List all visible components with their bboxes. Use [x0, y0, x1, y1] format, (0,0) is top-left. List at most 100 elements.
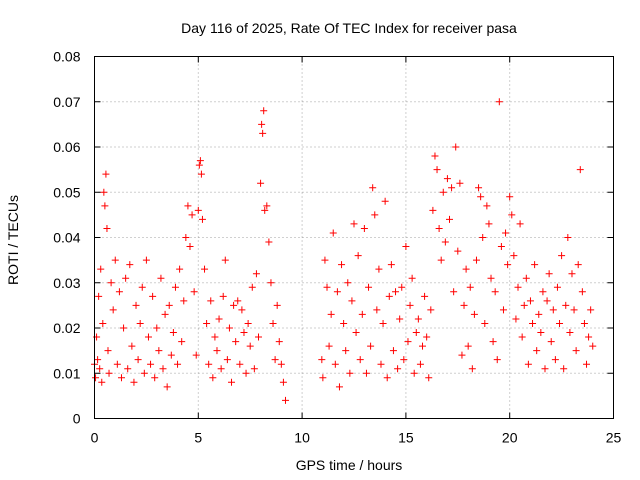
data-point	[406, 301, 414, 309]
data-point	[318, 356, 326, 364]
data-point	[394, 365, 402, 373]
y-tick-label: 0	[73, 411, 81, 427]
data-point	[344, 279, 352, 287]
data-point	[539, 288, 547, 296]
y-tick-label: 0.07	[53, 94, 80, 110]
data-point	[514, 283, 522, 291]
data-point	[259, 129, 267, 137]
data-point	[122, 274, 130, 282]
data-point	[142, 256, 150, 264]
data-point	[267, 279, 275, 287]
data-point	[346, 369, 354, 377]
data-point	[589, 342, 597, 350]
data-point	[107, 279, 115, 287]
data-point	[504, 261, 512, 269]
data-point	[576, 166, 584, 174]
data-point	[165, 301, 173, 309]
data-point	[250, 365, 258, 373]
data-point	[151, 374, 159, 382]
data-point	[472, 256, 480, 264]
data-point	[260, 107, 268, 115]
data-point	[558, 252, 566, 260]
data-point	[462, 265, 470, 273]
data-point	[157, 274, 165, 282]
data-point	[412, 329, 420, 337]
data-point	[549, 306, 557, 314]
data-point	[92, 374, 100, 382]
data-point	[333, 288, 341, 296]
data-point	[352, 329, 360, 337]
y-tick-label: 0.02	[53, 320, 80, 336]
data-point	[580, 319, 588, 327]
data-points	[91, 98, 597, 404]
data-point	[197, 170, 205, 178]
data-point	[174, 360, 182, 368]
data-point	[398, 283, 406, 291]
data-point	[464, 342, 472, 350]
data-point	[392, 288, 400, 296]
x-tick-label: 25	[606, 430, 622, 446]
data-point	[117, 374, 125, 382]
data-point	[255, 333, 263, 341]
data-point	[431, 152, 439, 160]
data-point	[537, 329, 545, 337]
data-point	[439, 188, 447, 196]
data-point	[153, 324, 161, 332]
x-axis-title: GPS time / hours	[296, 457, 403, 473]
data-point	[578, 288, 586, 296]
data-point	[522, 274, 530, 282]
data-point	[109, 306, 117, 314]
data-point	[277, 360, 285, 368]
data-point	[246, 342, 254, 350]
x-tick-label: 10	[294, 430, 310, 446]
data-point	[562, 301, 570, 309]
data-point	[529, 319, 537, 327]
data-point	[159, 365, 167, 373]
data-point	[491, 288, 499, 296]
data-point	[383, 374, 391, 382]
x-tick-label: 15	[398, 430, 414, 446]
data-point	[510, 252, 518, 260]
data-point	[113, 360, 121, 368]
axis-ticks: 0 5 10 15 20 25 0 0.01 0.02 0.03 0.04 0.05 0.06 0.07 0…	[53, 49, 621, 446]
data-point	[518, 333, 526, 341]
data-point	[340, 319, 348, 327]
data-point	[279, 378, 287, 386]
data-point	[319, 374, 327, 382]
data-point	[211, 333, 219, 341]
data-point	[190, 288, 198, 296]
data-point	[149, 292, 157, 300]
data-point	[541, 365, 549, 373]
data-point	[182, 234, 190, 241]
data-point	[240, 329, 248, 337]
data-point	[448, 184, 456, 192]
data-point	[414, 315, 422, 323]
data-point	[136, 319, 144, 327]
data-point	[258, 120, 266, 128]
data-point	[489, 338, 497, 346]
data-point	[103, 224, 111, 232]
data-point	[342, 347, 350, 355]
data-point	[526, 297, 534, 305]
data-point	[441, 238, 449, 246]
data-point	[445, 215, 453, 223]
data-point	[144, 333, 152, 341]
data-point	[331, 360, 339, 368]
data-point	[458, 351, 466, 359]
data-point	[248, 283, 256, 291]
data-point	[329, 229, 337, 237]
data-point	[477, 193, 485, 201]
data-point	[381, 197, 389, 205]
data-point	[98, 378, 106, 386]
data-point	[360, 224, 368, 232]
y-tick-label: 0.06	[53, 139, 80, 155]
data-point	[387, 261, 395, 269]
data-point	[385, 292, 393, 300]
x-tick-label: 0	[91, 430, 99, 446]
data-point	[435, 224, 443, 232]
data-point	[195, 161, 203, 169]
data-point	[236, 360, 244, 368]
data-point	[396, 315, 404, 323]
data-point	[497, 243, 505, 251]
data-point	[460, 301, 468, 309]
